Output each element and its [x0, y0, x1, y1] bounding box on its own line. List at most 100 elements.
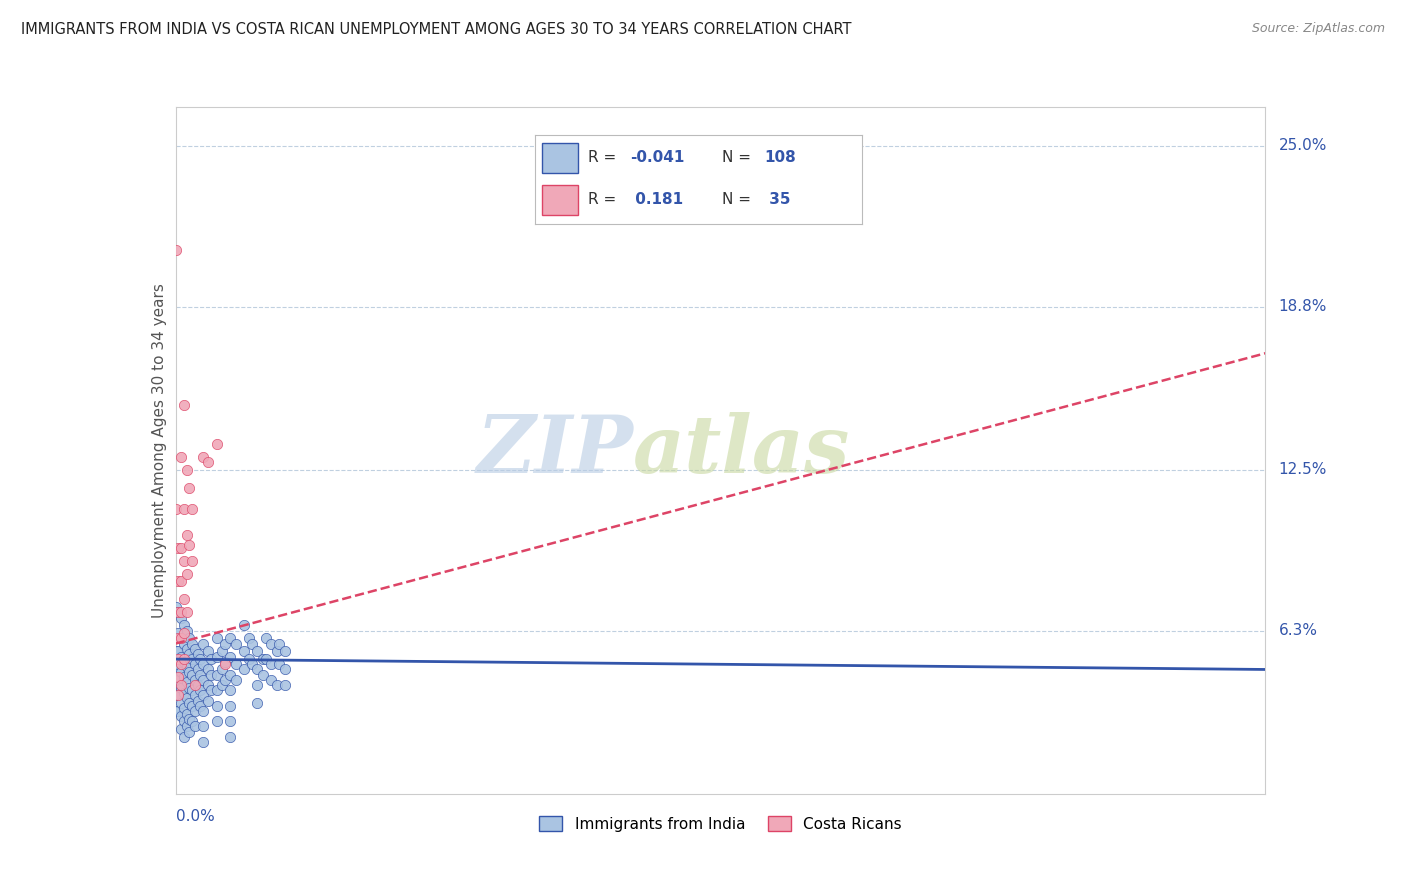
Point: [205, 667, 228, 681]
Point: [219, 649, 242, 664]
Point: [188, 698, 211, 713]
Point: [219, 730, 242, 744]
Point: [219, 698, 242, 713]
Point: [167, 673, 190, 687]
Point: [269, 636, 291, 650]
Point: [176, 641, 198, 656]
Text: ZIP: ZIP: [477, 412, 633, 489]
Point: [252, 652, 274, 666]
Point: [214, 657, 236, 672]
Point: [205, 632, 228, 646]
Point: [191, 450, 214, 464]
Point: [173, 655, 195, 669]
Point: [173, 730, 195, 744]
Point: [214, 673, 236, 687]
Point: [173, 592, 195, 607]
Point: [173, 701, 195, 715]
Point: [211, 678, 233, 692]
Point: [181, 501, 204, 516]
Point: [167, 541, 190, 555]
Point: [240, 657, 263, 672]
Point: [167, 626, 190, 640]
Point: [173, 626, 195, 640]
Point: [179, 647, 201, 661]
Point: [184, 719, 207, 733]
Y-axis label: Unemployment Among Ages 30 to 34 years: Unemployment Among Ages 30 to 34 years: [152, 283, 167, 618]
Point: [170, 709, 193, 723]
Text: 6.3%: 6.3%: [1278, 624, 1317, 638]
Point: [173, 398, 195, 412]
Point: [274, 663, 297, 677]
Point: [176, 527, 198, 541]
Point: [181, 667, 204, 681]
Point: [274, 644, 297, 658]
Point: [246, 696, 269, 710]
Legend: Immigrants from India, Costa Ricans: Immigrants from India, Costa Ricans: [533, 810, 908, 838]
Point: [266, 644, 288, 658]
Text: atlas: atlas: [633, 412, 851, 489]
Point: [184, 689, 207, 703]
Point: [225, 636, 247, 650]
Point: [165, 501, 187, 516]
Text: IMMIGRANTS FROM INDIA VS COSTA RICAN UNEMPLOYMENT AMONG AGES 30 TO 34 YEARS CORR: IMMIGRANTS FROM INDIA VS COSTA RICAN UNE…: [21, 22, 852, 37]
Point: [167, 574, 190, 589]
Point: [165, 644, 187, 658]
Point: [181, 714, 204, 729]
Text: 0.0%: 0.0%: [176, 809, 215, 824]
Point: [197, 455, 219, 469]
Point: [165, 704, 187, 718]
Point: [246, 644, 269, 658]
Point: [254, 652, 277, 666]
Point: [173, 714, 195, 729]
Point: [200, 667, 222, 681]
Point: [200, 683, 222, 698]
Point: [176, 719, 198, 733]
Point: [191, 689, 214, 703]
Point: [165, 678, 187, 692]
Point: [170, 657, 193, 672]
Point: [205, 649, 228, 664]
Point: [211, 663, 233, 677]
Point: [170, 722, 193, 736]
Point: [181, 652, 204, 666]
Point: [214, 636, 236, 650]
Point: [197, 678, 219, 692]
Point: [186, 663, 209, 677]
Point: [181, 636, 204, 650]
Point: [197, 693, 219, 707]
Point: [260, 657, 283, 672]
Point: [205, 698, 228, 713]
Point: [165, 663, 187, 677]
Point: [186, 678, 209, 692]
Point: [274, 678, 297, 692]
Point: [232, 644, 254, 658]
Point: [167, 689, 190, 703]
Point: [191, 719, 214, 733]
Point: [238, 632, 260, 646]
Point: [186, 693, 209, 707]
Point: [219, 714, 242, 729]
Point: [167, 652, 190, 666]
Point: [167, 606, 190, 620]
Point: [170, 606, 193, 620]
Point: [165, 689, 187, 703]
Point: [170, 681, 193, 695]
Point: [191, 704, 214, 718]
Point: [181, 553, 204, 567]
Point: [167, 632, 190, 646]
Point: [197, 644, 219, 658]
Point: [184, 678, 207, 692]
Point: [176, 706, 198, 721]
Point: [188, 652, 211, 666]
Point: [191, 735, 214, 749]
Point: [260, 673, 283, 687]
Point: [176, 463, 198, 477]
Text: 12.5%: 12.5%: [1278, 462, 1327, 477]
Point: [173, 618, 195, 632]
Point: [269, 657, 291, 672]
Text: 18.8%: 18.8%: [1278, 299, 1327, 314]
Point: [232, 663, 254, 677]
Point: [184, 673, 207, 687]
Point: [167, 657, 190, 672]
Point: [170, 450, 193, 464]
